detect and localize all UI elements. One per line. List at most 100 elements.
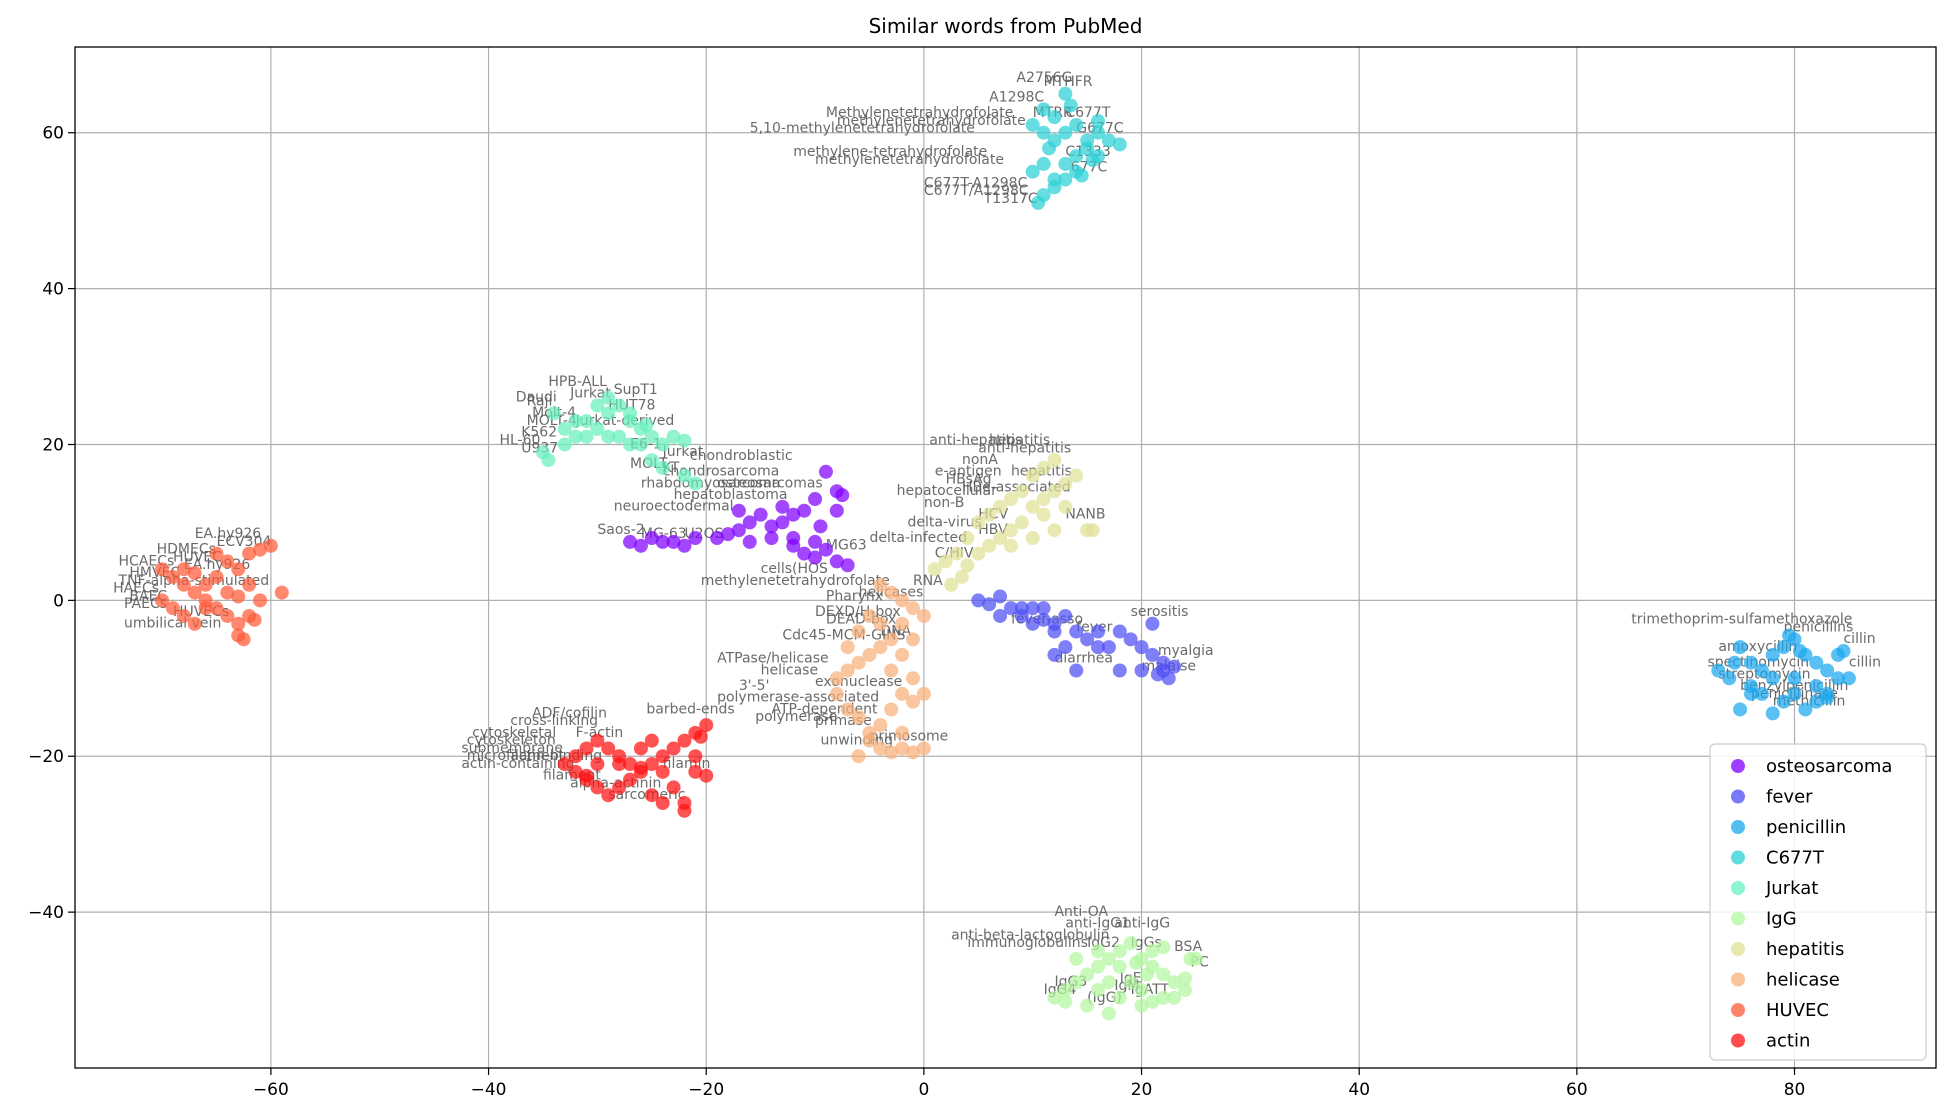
- data-point: [1036, 601, 1051, 616]
- data-point: [1058, 86, 1073, 101]
- point-label: Daudi: [516, 390, 557, 406]
- data-point: [677, 468, 692, 483]
- data-point: [693, 729, 708, 744]
- point-label: ADF/cofilin: [532, 705, 607, 721]
- data-point: [644, 757, 659, 772]
- point-label: cross-linking: [510, 713, 598, 729]
- legend-entry: Jurkat: [1765, 878, 1818, 899]
- axis-ticks: −60 −40 −20 0 20 40 60 80 −40 −20 0 20 40 60: [28, 124, 1805, 1100]
- point-label: HDMECs: [157, 542, 216, 558]
- point-label: RNA: [913, 573, 943, 589]
- data-point: [971, 515, 986, 530]
- data-point: [568, 414, 583, 429]
- point-label: 3'-5': [739, 678, 770, 694]
- point-label: anti-IgG1: [1065, 916, 1130, 932]
- data-point: [1014, 515, 1029, 530]
- data-point: [895, 647, 910, 662]
- data-point: [557, 421, 572, 436]
- data-point: [666, 780, 681, 795]
- data-point: [1047, 647, 1062, 662]
- data-point: [187, 585, 202, 600]
- point-label: trimethoprim-sulfamethoxazole: [1631, 612, 1852, 628]
- data-point: [1069, 951, 1084, 966]
- point-label: Cdc45-MCM-GINS: [782, 627, 905, 643]
- data-point: [840, 558, 855, 573]
- x-tick-label: 60: [1566, 1080, 1588, 1100]
- data-point: [187, 566, 202, 581]
- data-point: [639, 418, 654, 433]
- data-point: [1733, 702, 1748, 717]
- data-point: [655, 796, 670, 811]
- data-point: [187, 616, 202, 631]
- data-point: [764, 519, 779, 534]
- point-label: hepatocellular: [897, 483, 997, 499]
- data-point: [1025, 468, 1040, 483]
- data-point: [253, 593, 268, 608]
- data-point: [677, 433, 692, 448]
- data-point: [1809, 655, 1824, 670]
- data-point: [1058, 125, 1073, 140]
- point-label: primosome: [869, 729, 948, 745]
- data-point: [677, 803, 692, 818]
- data-point: [666, 741, 681, 756]
- point-label: anti-beta-lactoglobulin: [951, 927, 1109, 943]
- point-label: NANB: [1065, 507, 1105, 523]
- data-point: [960, 531, 975, 546]
- data-point: [1754, 686, 1769, 701]
- y-tick-label: −40: [28, 903, 64, 923]
- data-point: [1743, 655, 1758, 670]
- data-point: [688, 531, 703, 546]
- data-point: [786, 507, 801, 522]
- x-tick-label: 0: [918, 1080, 929, 1100]
- point-label: cytoskeleton: [467, 733, 556, 749]
- point-label: osteosarcomas: [717, 475, 823, 491]
- labels-hepatitis: anti-hepatitishepatitisanti-hepatitisnon…: [869, 432, 1105, 561]
- data-point: [623, 757, 638, 772]
- data-point: [601, 429, 616, 444]
- point-label: methylenetetrahydrofolate: [815, 152, 1004, 168]
- data-point: [1722, 671, 1737, 686]
- data-point: [601, 788, 616, 803]
- point-label: HL-60: [499, 432, 540, 448]
- data-point: [829, 503, 844, 518]
- data-point: [731, 503, 746, 518]
- legend-marker: [1731, 911, 1745, 926]
- point-label: chondrosarcoma: [663, 464, 780, 480]
- series-penicillin: [1711, 628, 1856, 721]
- data-point: [1145, 647, 1160, 662]
- data-point: [1058, 994, 1073, 1009]
- data-point: [742, 534, 757, 549]
- data-point: [1058, 983, 1073, 998]
- data-point: [231, 589, 246, 604]
- data-point: [612, 757, 627, 772]
- plot-frame: [74, 46, 1937, 1069]
- point-label: e-antigen: [935, 464, 1002, 480]
- point-label: Methylenetetrahydrofolate: [826, 105, 1013, 121]
- data-point: [633, 760, 648, 775]
- data-point: [1167, 659, 1182, 674]
- point-label: Anti-OA: [1054, 904, 1108, 920]
- data-point: [1085, 523, 1100, 538]
- data-point: [644, 531, 659, 546]
- data-point: [209, 546, 224, 561]
- point-label: cytoskeletal: [472, 725, 556, 741]
- data-point: [1058, 499, 1073, 514]
- data-point: [1063, 98, 1078, 113]
- point-label: A2756G: [1016, 70, 1072, 86]
- data-point: [1036, 102, 1051, 117]
- data-point: [1058, 640, 1073, 655]
- data-point: [655, 534, 670, 549]
- data-point: [916, 741, 931, 756]
- data-point: [198, 577, 213, 592]
- data-point: [612, 429, 627, 444]
- point-label: anti-hepatitis: [978, 440, 1071, 456]
- data-point: [688, 476, 703, 491]
- data-point: [1809, 679, 1824, 694]
- data-point: [601, 741, 616, 756]
- point-label: HPB-ALL: [548, 374, 607, 390]
- point-label: cillin: [1843, 631, 1875, 647]
- series-actin: [557, 718, 714, 818]
- series-HUVEC: [155, 538, 289, 647]
- x-tick-label: 40: [1348, 1080, 1370, 1100]
- data-point: [862, 733, 877, 748]
